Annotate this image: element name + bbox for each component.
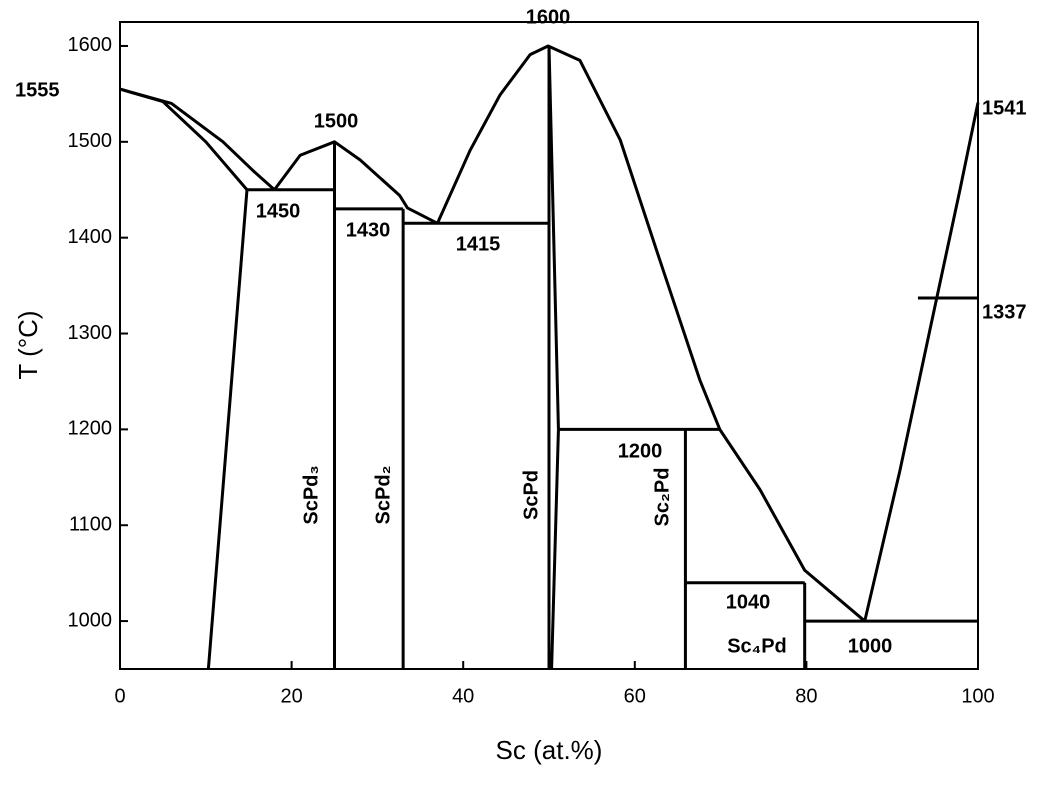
x-tick-label: 80 xyxy=(795,685,817,707)
temperature-label: 1600 xyxy=(526,6,571,28)
temperature-label: 1000 xyxy=(848,635,893,657)
temperature-label: 1555 xyxy=(15,79,60,101)
y-tick-label: 1100 xyxy=(69,514,112,536)
x-tick-label: 20 xyxy=(280,685,302,707)
temperature-label: 1040 xyxy=(726,591,771,613)
phase-boundary xyxy=(863,102,980,622)
x-tick-label: 100 xyxy=(961,685,994,707)
temperature-label: 1415 xyxy=(456,233,501,255)
temperature-label: 1450 xyxy=(256,200,301,222)
temperature-label: 1200 xyxy=(618,440,663,462)
x-axis-label: Sc (at.%) xyxy=(496,735,603,765)
x-tick-label: 0 xyxy=(114,685,125,707)
temperature-label: 1500 xyxy=(314,110,359,132)
x-tick-label: 40 xyxy=(452,685,474,707)
phase-boundary xyxy=(206,189,249,670)
temperature-label: 1541 xyxy=(982,97,1027,119)
phase-label: ScPd xyxy=(520,470,542,520)
phase-label: Sc₂Pd xyxy=(651,468,673,527)
phase-boundary xyxy=(550,429,560,670)
x-tick-label: 60 xyxy=(624,685,646,707)
y-tick-label: 1300 xyxy=(68,322,113,344)
phase-boundary xyxy=(436,44,866,623)
phase-boundary xyxy=(119,87,249,191)
y-axis-label: T (°C) xyxy=(13,310,43,379)
y-tick-label: 1200 xyxy=(68,418,113,440)
temperature-label: 1337 xyxy=(982,301,1027,323)
phase-label: ScPd₃ xyxy=(300,465,322,524)
y-tick-label: 1500 xyxy=(68,130,113,152)
y-tick-label: 1600 xyxy=(68,34,113,56)
y-tick-label: 1000 xyxy=(68,609,113,631)
phase-boundary xyxy=(547,45,560,430)
y-tick-label: 1400 xyxy=(68,226,113,248)
phase-boundary xyxy=(273,140,439,225)
temperature-label: 1430 xyxy=(346,219,391,241)
phase-boundary xyxy=(119,87,276,191)
phase-label: ScPd₂ xyxy=(372,466,394,525)
phase-label: Sc₄Pd xyxy=(727,635,787,657)
